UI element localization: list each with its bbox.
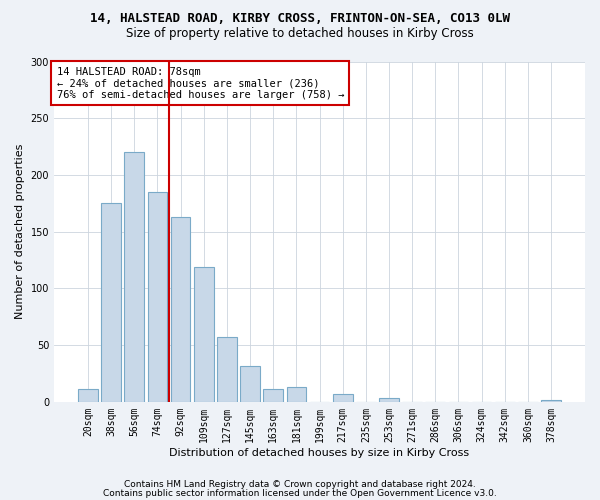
Bar [78, 390, 98, 402]
Bar [379, 398, 399, 402]
Text: Contains HM Land Registry data © Crown copyright and database right 2024.: Contains HM Land Registry data © Crown c… [124, 480, 476, 489]
Text: Size of property relative to detached houses in Kirby Cross: Size of property relative to detached ho… [126, 28, 474, 40]
Bar [263, 390, 283, 402]
Bar [171, 217, 190, 402]
Text: 14, HALSTEAD ROAD, KIRBY CROSS, FRINTON-ON-SEA, CO13 0LW: 14, HALSTEAD ROAD, KIRBY CROSS, FRINTON-… [90, 12, 510, 26]
Bar [148, 192, 167, 402]
Bar [240, 366, 260, 402]
Text: Contains public sector information licensed under the Open Government Licence v3: Contains public sector information licen… [103, 488, 497, 498]
Y-axis label: Number of detached properties: Number of detached properties [15, 144, 25, 320]
Bar [194, 267, 214, 402]
Bar [217, 337, 237, 402]
Text: 14 HALSTEAD ROAD: 78sqm
← 24% of detached houses are smaller (236)
76% of semi-d: 14 HALSTEAD ROAD: 78sqm ← 24% of detache… [56, 66, 344, 100]
Bar [101, 204, 121, 402]
Bar [541, 400, 561, 402]
Bar [287, 387, 306, 402]
Bar [333, 394, 353, 402]
X-axis label: Distribution of detached houses by size in Kirby Cross: Distribution of detached houses by size … [169, 448, 470, 458]
Bar [124, 152, 144, 402]
